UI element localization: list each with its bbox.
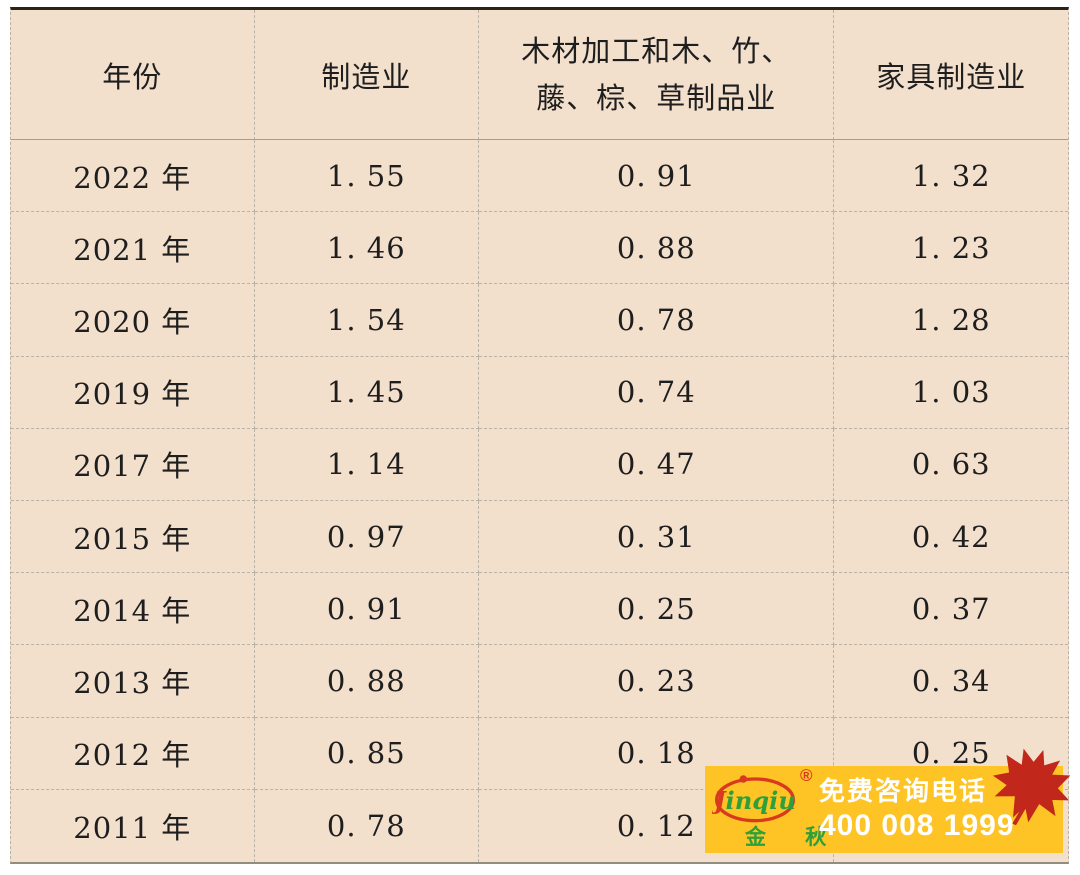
value-cell: 0. 23 — [479, 645, 835, 718]
value-cell: 0. 63 — [834, 429, 1068, 501]
year-cell: 2020 年 — [11, 284, 255, 357]
value-cell: 1. 55 — [254, 140, 480, 213]
value-cell: 0. 91 — [479, 140, 835, 213]
maple-leaf-icon — [992, 748, 1071, 826]
value-cell: 1. 32 — [834, 140, 1068, 213]
value-cell: 0. 31 — [479, 500, 835, 574]
value-cell: 1. 14 — [254, 428, 480, 501]
value-cell: 0. 88 — [479, 212, 835, 285]
year-cell: 2017 年 — [11, 428, 255, 501]
year-cell: 2022 年 — [11, 140, 255, 213]
contact-info: 免费咨询电话 400 008 1999 — [819, 774, 1015, 844]
year-cell: 2013 年 — [11, 645, 255, 718]
contact-phone: 400 008 1999 — [819, 809, 1015, 842]
value-cell: 0. 85 — [254, 717, 480, 790]
value-cell: 0. 37 — [834, 573, 1068, 646]
value-cell: 1. 28 — [834, 284, 1068, 357]
value-cell: 0. 47 — [479, 428, 835, 501]
value-cell: 1. 03 — [834, 357, 1068, 429]
data-table: 年份 制造业 木材加工和木、竹、 藤、棕、草制品业 家具制造业 2022 年 1… — [10, 7, 1069, 864]
value-cell: 1. 23 — [834, 212, 1068, 285]
header-cell-year: 年份 — [11, 10, 255, 140]
value-cell: 0. 97 — [254, 500, 480, 574]
value-cell: 0. 34 — [834, 645, 1068, 718]
year-cell: 2021 年 — [11, 212, 255, 285]
value-cell: 0. 78 — [479, 284, 835, 357]
brand-script-rest: inqiu — [726, 786, 796, 815]
jinqiu-logo-icon: Jinqiu — [712, 775, 796, 823]
year-cell: 2014 年 — [11, 573, 255, 646]
header-cell-wood-products: 木材加工和木、竹、 藤、棕、草制品业 — [479, 10, 835, 140]
year-cell: 2019 年 — [11, 356, 255, 429]
value-cell: 0. 12 — [479, 789, 835, 862]
value-cell: 1. 46 — [254, 212, 480, 285]
svg-text:Jinqiu: Jinqiu — [712, 786, 796, 815]
value-cell: 0. 74 — [479, 356, 835, 429]
value-cell: 0. 18 — [479, 717, 835, 790]
header-wood-line1: 木材加工和木、竹、 — [521, 33, 792, 68]
value-cell: 1. 45 — [254, 356, 480, 429]
value-cell: 1. 54 — [254, 284, 480, 357]
year-cell: 2012 年 — [11, 717, 255, 790]
brand-script-initial: J — [712, 786, 727, 815]
contact-label: 免费咨询电话 — [819, 776, 988, 806]
value-cell: 0. 91 — [254, 573, 480, 646]
registered-trademark-icon: ® — [800, 766, 813, 785]
value-cell: 0. 78 — [255, 789, 480, 862]
header-wood-line2: 藤、棕、草制品业 — [536, 80, 777, 115]
brand-name-chinese: 金 秋 — [745, 824, 843, 849]
year-cell: 2015 年 — [11, 500, 255, 574]
value-cell: 0. 88 — [254, 645, 480, 718]
header-cell-manufacturing: 制造业 — [254, 10, 480, 140]
jinqiu-watermark: Jinqiu ® 金 秋 免费咨询电话 400 008 1999 — [705, 748, 1071, 853]
value-cell: 0. 42 — [834, 501, 1068, 574]
year-cell: 2011 年 — [11, 789, 255, 862]
value-cell: 0. 25 — [479, 573, 835, 646]
header-cell-furniture: 家具制造业 — [834, 10, 1068, 140]
